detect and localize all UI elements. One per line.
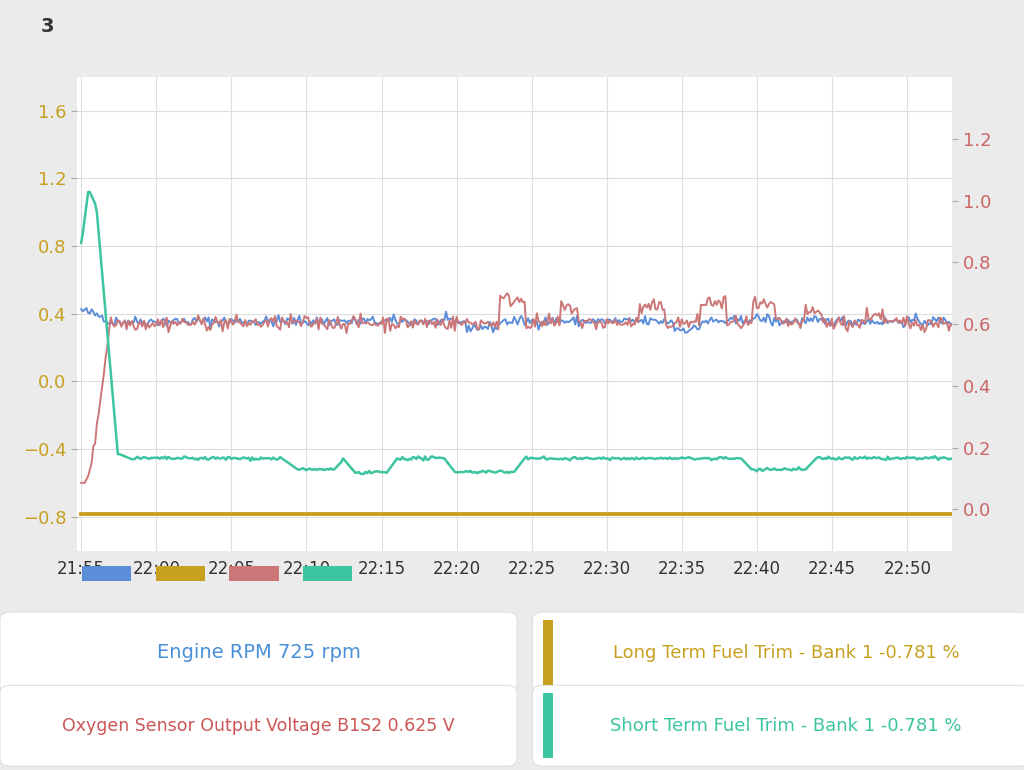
Text: Oxygen Sensor Output Voltage B1S2 0.625 V: Oxygen Sensor Output Voltage B1S2 0.625 … xyxy=(62,717,455,735)
Text: 3: 3 xyxy=(41,18,54,36)
Text: Long Term Fuel Trim - Bank 1 -0.781 %: Long Term Fuel Trim - Bank 1 -0.781 % xyxy=(612,644,959,661)
Text: Short Term Fuel Trim - Bank 1 -0.781 %: Short Term Fuel Trim - Bank 1 -0.781 % xyxy=(610,717,962,735)
Text: Engine RPM 725 rpm: Engine RPM 725 rpm xyxy=(157,643,360,662)
